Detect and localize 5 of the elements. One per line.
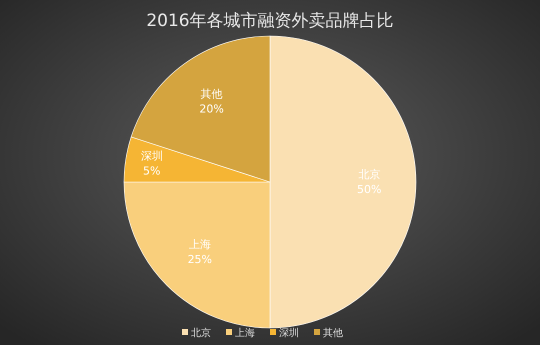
legend-label: 上海 (235, 327, 255, 339)
legend-label: 深圳 (279, 327, 299, 339)
legend-label: 其他 (323, 327, 343, 339)
category-label: 北京 (191, 328, 211, 339)
title: 2016年各城市融资外卖品牌占比 (146, 11, 394, 31)
